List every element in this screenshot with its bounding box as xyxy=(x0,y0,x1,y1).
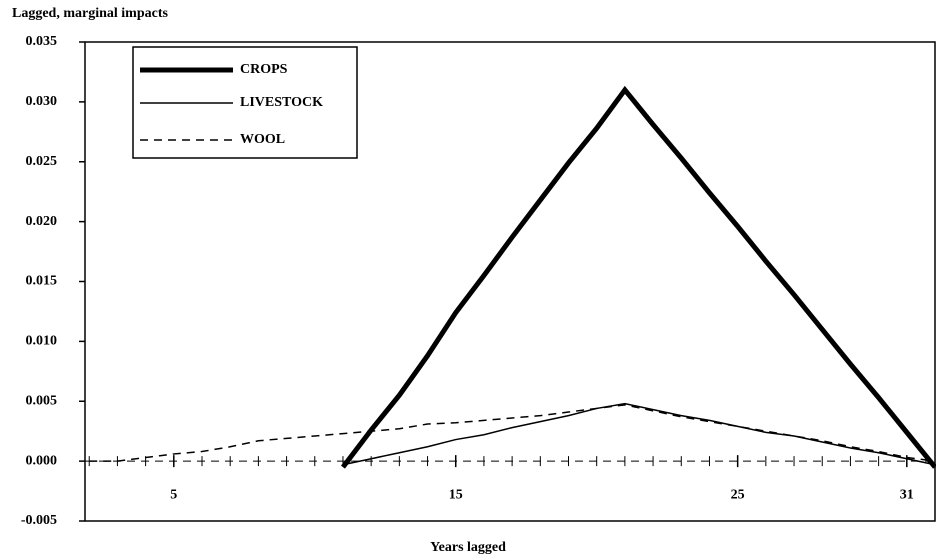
legend-label: CROPS xyxy=(240,62,288,77)
x-axis-label: Years lagged xyxy=(430,540,506,555)
y-tick-label: 0.010 xyxy=(26,334,58,349)
series-line xyxy=(342,402,936,466)
y-tick-label: 0.000 xyxy=(26,453,58,468)
y-tick-label: -0.005 xyxy=(21,513,57,528)
y-tick-label: 0.015 xyxy=(26,274,58,289)
x-tick-label: 5 xyxy=(170,487,177,502)
y-tick-label: 0.025 xyxy=(26,154,58,169)
legend-label: LIVESTOCK xyxy=(240,95,323,110)
legend-label: WOOL xyxy=(240,132,285,147)
y-tick-label: 0.020 xyxy=(26,214,58,229)
y-tick-label: 0.030 xyxy=(26,94,58,109)
series-line xyxy=(340,85,936,469)
y-tick-label: 0.005 xyxy=(26,393,58,408)
x-tick-label: 31 xyxy=(900,487,914,502)
chart-title: Lagged, marginal impacts xyxy=(12,6,168,21)
series-line xyxy=(89,404,936,462)
x-tick-label: 25 xyxy=(731,487,745,502)
y-tick-label: 0.035 xyxy=(26,34,58,49)
x-tick-label: 15 xyxy=(449,487,463,502)
